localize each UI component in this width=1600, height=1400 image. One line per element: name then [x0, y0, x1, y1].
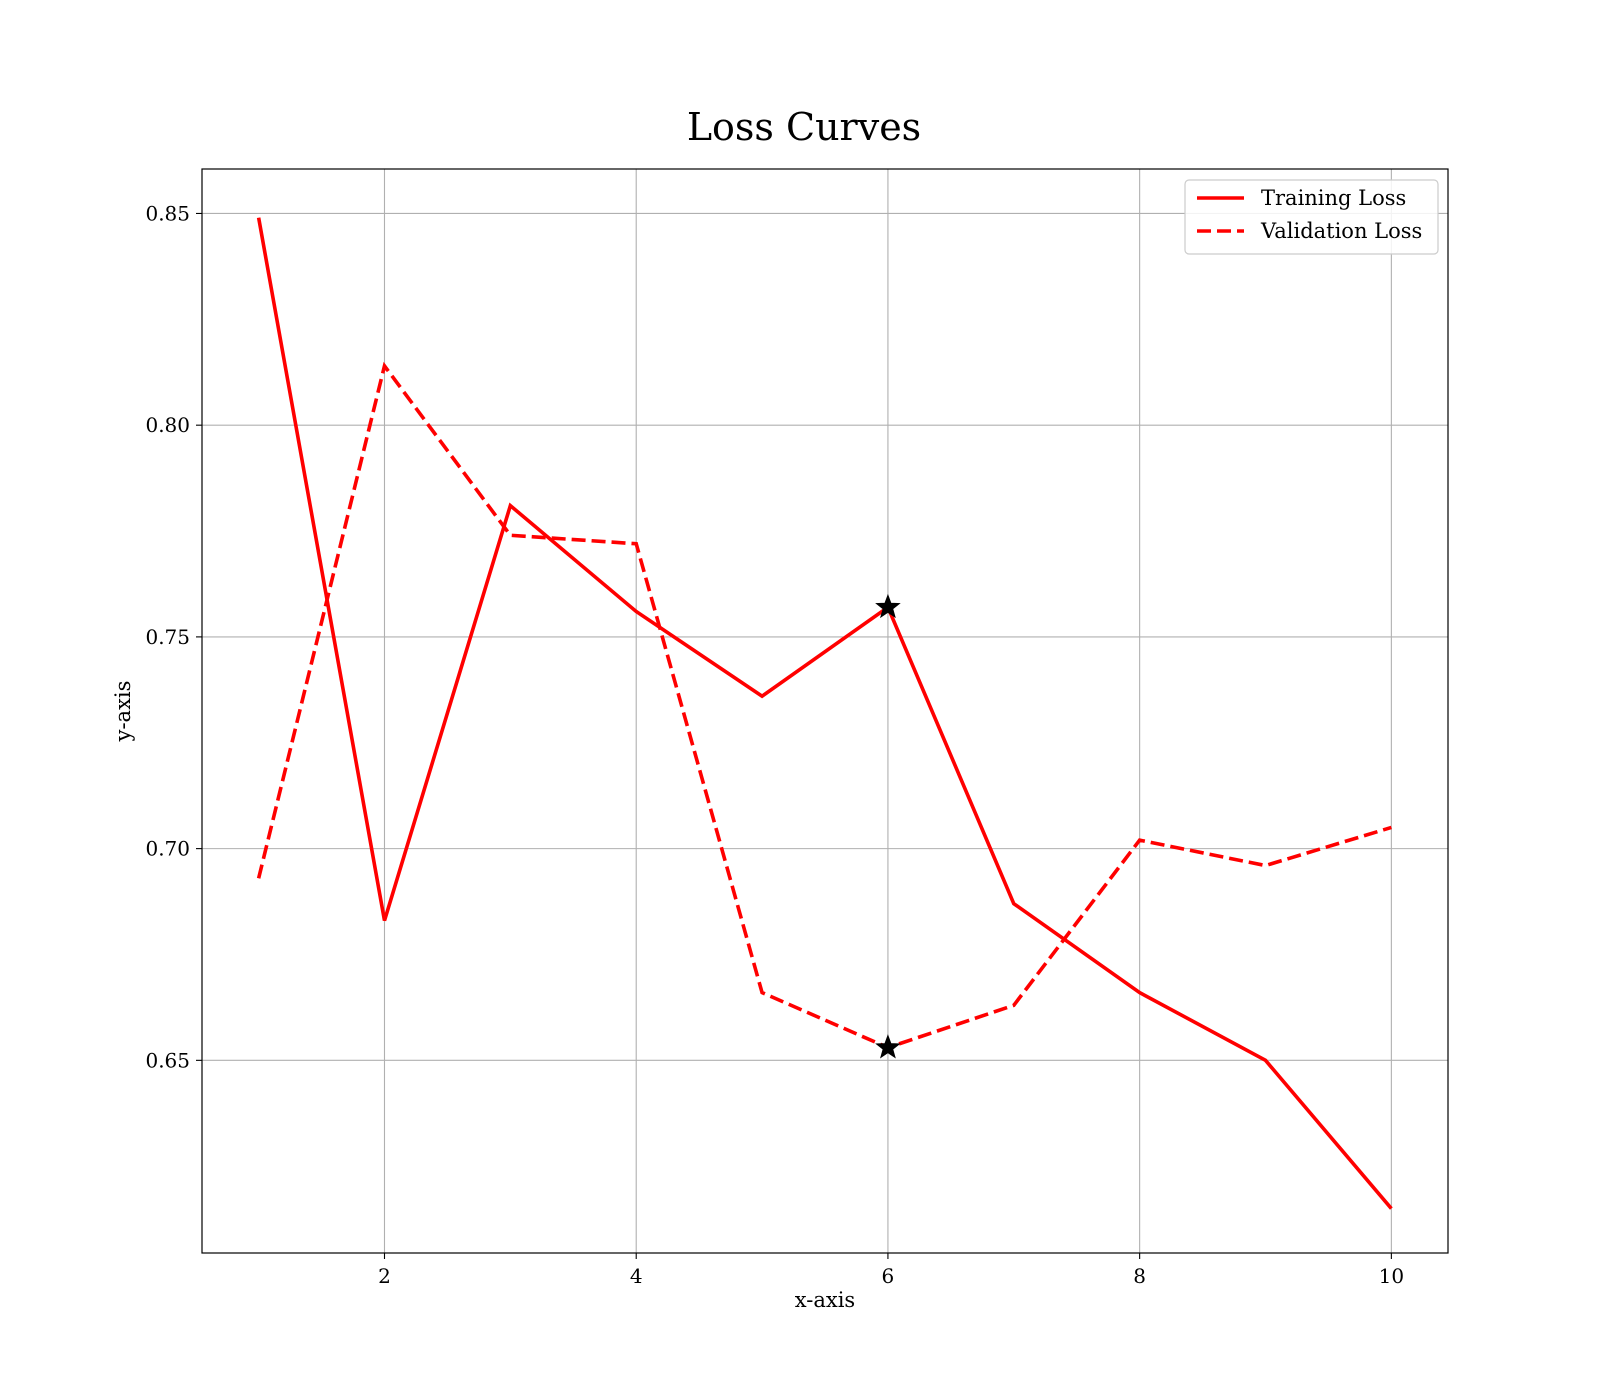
legend-label: Validation Loss: [1260, 219, 1422, 243]
series-line-training-loss: [256, 217, 1393, 1210]
y-axis-label: y-axis: [111, 681, 135, 743]
x-tick-label: 4: [630, 1264, 643, 1288]
series-layer: [256, 217, 1393, 1210]
x-tick-label: 2: [378, 1264, 391, 1288]
star-marker-training-loss: [875, 593, 901, 619]
x-tick-label: 8: [1133, 1264, 1146, 1288]
axes-frame: [201, 168, 1449, 1254]
y-tick-label: 0.70: [145, 837, 190, 861]
x-tick-label: 6: [882, 1264, 895, 1288]
y-tick-label: 0.75: [145, 625, 190, 649]
legend-box: [1184, 179, 1439, 255]
y-tick-label: 0.80: [145, 413, 190, 437]
legend-label: Training Loss: [1261, 186, 1406, 210]
y-tick-label: 0.65: [145, 1048, 190, 1072]
x-tick-label: 10: [1379, 1264, 1404, 1288]
star-marker-validation-loss: [875, 1034, 901, 1059]
tick-layer: 2 4 6 8 10 0.65 0.70 0.75 0.80 0.85: [145, 201, 1404, 1288]
legend-entries: Training Loss Validation Loss: [1197, 186, 1422, 243]
legend: Training Loss Validation Loss: [1184, 179, 1439, 255]
series-line-validation-loss: [256, 361, 1392, 1050]
marker-layer: [875, 593, 901, 1059]
chart-title: Loss Curves: [687, 105, 921, 149]
y-tick-label: 0.85: [145, 201, 190, 225]
x-axis-label: x-axis: [795, 1288, 855, 1312]
